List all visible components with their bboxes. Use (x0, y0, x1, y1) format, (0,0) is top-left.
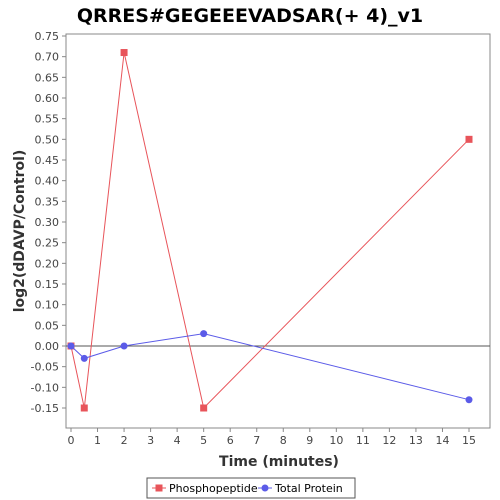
x-tick-label: 9 (306, 434, 313, 447)
x-tick-label: 13 (409, 434, 423, 447)
x-tick-label: 0 (68, 434, 75, 447)
y-tick-label: 0.45 (35, 154, 60, 167)
x-axis: 0 1 2 3 4 5 6 7 8 9 10 11 12 13 14 15 (68, 428, 476, 447)
x-tick-label: 10 (329, 434, 343, 447)
legend-marker (155, 484, 163, 492)
y-tick-label: 0.05 (35, 319, 60, 332)
y-tick-label: 0.55 (35, 113, 60, 126)
x-tick-label: 1 (94, 434, 101, 447)
y-tick-label: 0.60 (35, 92, 60, 105)
series-group (67, 49, 473, 412)
x-tick-label: 8 (280, 434, 287, 447)
y-tick-label: 0.20 (35, 257, 60, 270)
legend-label: Phosphopeptide (169, 482, 258, 495)
x-tick-label: 6 (227, 434, 234, 447)
data-point (465, 135, 473, 143)
x-tick-label: 3 (147, 434, 154, 447)
data-point (465, 396, 473, 404)
y-tick-label: 0.40 (35, 175, 60, 188)
data-point (80, 354, 88, 362)
x-tick-label: 15 (462, 434, 476, 447)
series-total-protein (67, 330, 473, 404)
legend: Phosphopeptide Total Protein (146, 477, 356, 499)
y-tick-label: -0.15 (31, 402, 59, 415)
y-tick-label: 0.35 (35, 195, 60, 208)
chart-title: QRRES#GEGEEEVADSAR(+ 4)_v1 (77, 5, 423, 27)
y-tick-label: -0.10 (31, 381, 59, 394)
y-tick-label: 0.75 (35, 30, 60, 43)
legend-item: Phosphopeptide (152, 482, 258, 495)
data-point (67, 342, 75, 350)
plot-area (65, 33, 491, 429)
data-point (80, 404, 88, 412)
x-tick-label: 4 (174, 434, 181, 447)
x-tick-label: 12 (382, 434, 396, 447)
y-axis-label: log2(dDAVP/Control) (12, 150, 28, 313)
legend-label: Total Protein (274, 482, 343, 495)
legend-item: Total Protein (258, 482, 343, 495)
legend-box (146, 477, 356, 499)
y-tick-label: 0.65 (35, 71, 60, 84)
x-axis-label: Time (minutes) (219, 454, 339, 470)
data-point (120, 342, 128, 350)
x-tick-label: 5 (200, 434, 207, 447)
y-tick-label: 0.30 (35, 216, 60, 229)
data-point (120, 49, 128, 57)
x-tick-label: 7 (253, 434, 260, 447)
y-axis: -0.15 -0.10 -0.05 0.00 0.05 0.10 0.15 0.20 0.25 0… (31, 30, 66, 415)
data-point (200, 404, 208, 412)
legend-marker (261, 484, 269, 492)
y-tick-label: 0.15 (35, 278, 60, 291)
x-tick-label: 14 (435, 434, 449, 447)
y-tick-label: -0.05 (31, 361, 59, 374)
y-tick-label: 0.70 (35, 51, 60, 64)
data-point (200, 330, 208, 338)
x-tick-label: 11 (356, 434, 370, 447)
x-tick-label: 2 (121, 434, 128, 447)
y-tick-label: 0.25 (35, 237, 60, 250)
y-tick-label: 0.50 (35, 133, 60, 146)
y-tick-label: 0.00 (35, 340, 60, 353)
y-tick-label: 0.10 (35, 299, 60, 312)
